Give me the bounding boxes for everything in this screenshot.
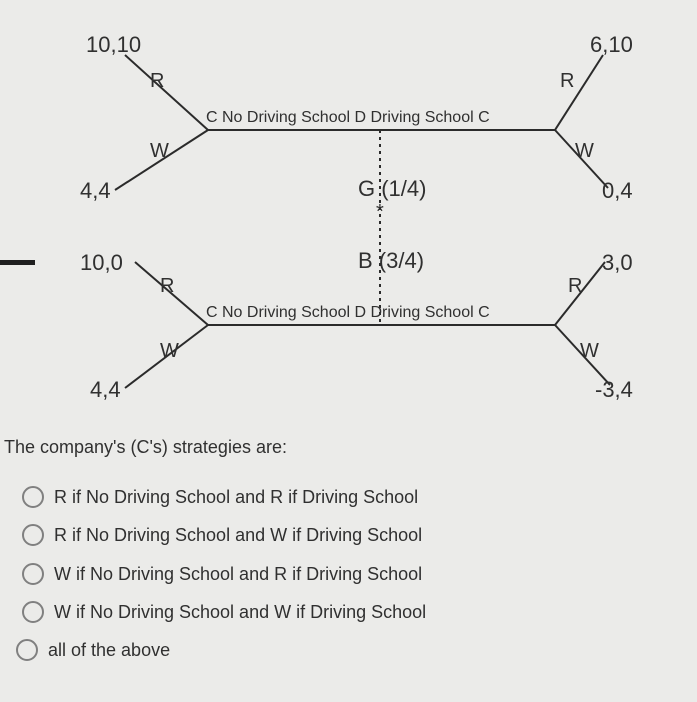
- branch-R: R: [560, 70, 574, 93]
- payoff-tr: 6,10: [590, 32, 633, 58]
- payoff-tl: 10,10: [86, 32, 141, 58]
- option-3[interactable]: W if No Driving School and W if Driving …: [22, 595, 426, 629]
- question-block: The company's (C's) strategies are: R if…: [0, 430, 426, 671]
- option-1[interactable]: R if No Driving School and W if Driving …: [22, 518, 426, 552]
- label-b: B (3/4): [358, 248, 424, 274]
- option-4[interactable]: all of the above: [16, 633, 426, 667]
- label-bot: C No Driving School D Driving School C: [206, 304, 490, 322]
- branch-W: W: [160, 340, 179, 363]
- question-text: The company's (C's) strategies are:: [4, 430, 426, 464]
- option-label: R if No Driving School and W if Driving …: [54, 518, 422, 552]
- radio-icon[interactable]: [22, 601, 44, 623]
- option-label: W if No Driving School and R if Driving …: [54, 557, 422, 591]
- option-0[interactable]: R if No Driving School and R if Driving …: [22, 480, 426, 514]
- svg-text:*: *: [376, 201, 384, 223]
- branch-R: R: [150, 70, 164, 93]
- option-label: all of the above: [48, 633, 170, 667]
- radio-icon[interactable]: [22, 563, 44, 585]
- payoff-mr: 0,4: [602, 178, 633, 204]
- radio-icon[interactable]: [16, 639, 38, 661]
- label-top: C No Driving School D Driving School C: [206, 109, 490, 127]
- branch-R: R: [160, 275, 174, 298]
- branch-W: W: [580, 340, 599, 363]
- label-g: G (1/4): [358, 176, 426, 202]
- left-bar: [0, 260, 35, 265]
- payoff-bl: 4,4: [90, 377, 121, 403]
- option-2[interactable]: W if No Driving School and R if Driving …: [22, 557, 426, 591]
- branch-W: W: [150, 140, 169, 163]
- payoff-br: -3,4: [595, 377, 633, 403]
- radio-icon[interactable]: [22, 486, 44, 508]
- option-label: W if No Driving School and W if Driving …: [54, 595, 426, 629]
- option-label: R if No Driving School and R if Driving …: [54, 480, 418, 514]
- payoff-cl: 10,0: [80, 250, 123, 276]
- payoff-ml: 4,4: [80, 178, 111, 204]
- payoff-cr: 3,0: [602, 250, 633, 276]
- branch-W: W: [575, 140, 594, 163]
- branch-R: R: [568, 275, 582, 298]
- radio-icon[interactable]: [22, 524, 44, 546]
